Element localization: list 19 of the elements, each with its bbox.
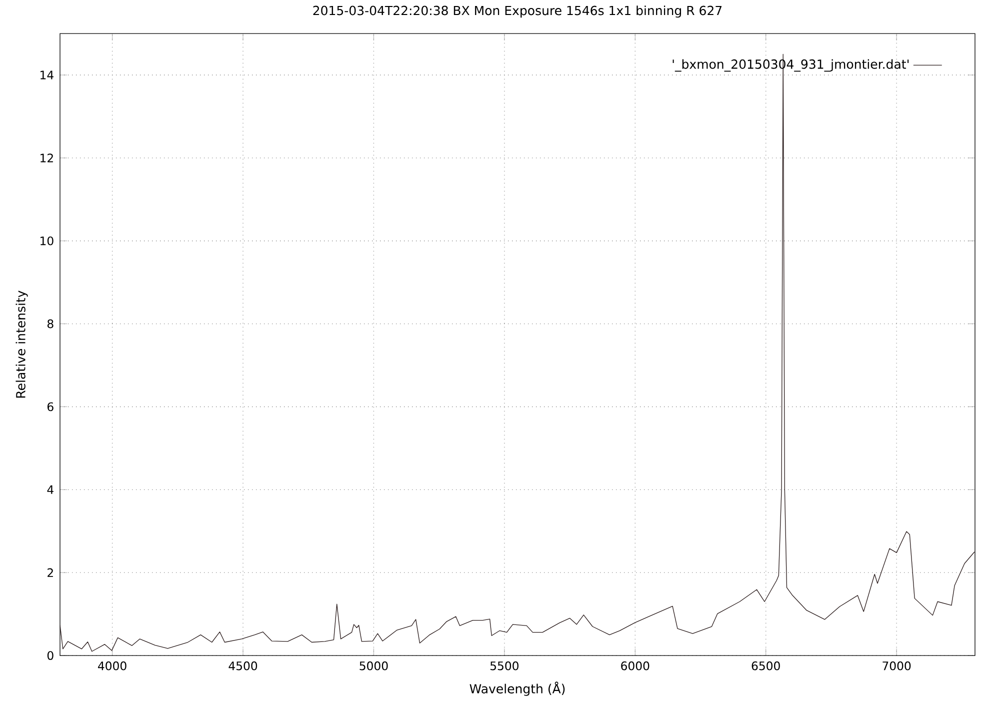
x-tick-label: 6500 (752, 662, 780, 670)
y-tick-label: 10 (40, 236, 54, 246)
y-tick-label: 4 (47, 486, 54, 494)
x-tick-label: 6000 (621, 662, 650, 670)
y-tick-label: 12 (40, 154, 53, 162)
x-axis-title: Wavelength (Å) (470, 682, 565, 696)
y-axis-title: Relative intensity (16, 290, 28, 398)
x-tick-label: 4500 (228, 662, 258, 670)
x-tick-label: 4000 (98, 662, 126, 670)
x-tick-label: 5000 (360, 662, 388, 670)
y-tick-label: 8 (47, 320, 54, 328)
y-tick-label: 14 (40, 70, 54, 80)
line-series (60, 54, 975, 652)
y-tick-label: 6 (48, 402, 54, 412)
x-tick-label: 5500 (490, 662, 518, 670)
chart-title: 2015-03-04T22:20:38 BX Mon Exposure 1546s 1x1 binning R 627 (313, 6, 722, 18)
y-tick-label: 0 (47, 651, 54, 660)
x-tick-label: 7000 (882, 662, 911, 670)
y-tick-label: 2 (48, 568, 53, 578)
